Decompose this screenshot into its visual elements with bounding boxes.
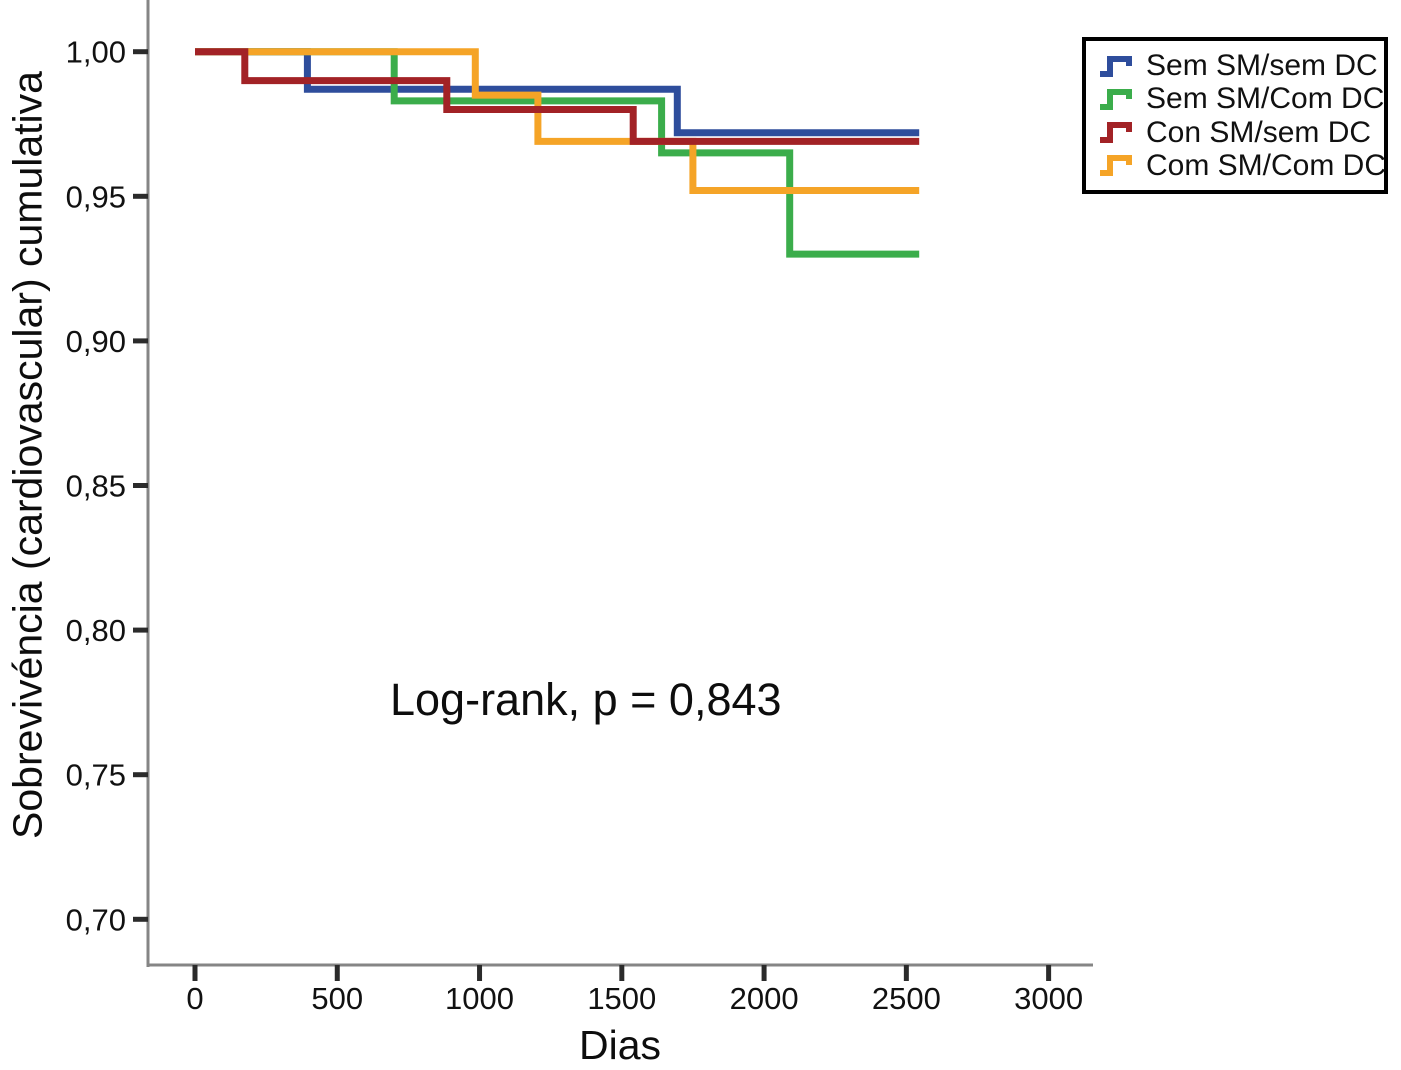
- series-line-sem-sm-com-dc: [195, 48, 920, 258]
- legend-step-marker-icon: [1100, 155, 1132, 177]
- y-tick-label: 0,80: [66, 613, 126, 648]
- x-tick-label: 2500: [872, 981, 941, 1016]
- series-line-com-sm-com-dc: [195, 48, 920, 194]
- series-lines-layer: [195, 48, 920, 258]
- series-line-con-sm-sem-dc: [195, 48, 920, 145]
- legend-item-label: Sem SM/Com DC: [1146, 82, 1385, 116]
- legend-item: Sem SM/sem DC: [1098, 49, 1378, 82]
- legend-step-marker-icon: [1100, 88, 1132, 110]
- legend-item-label: Com SM/Com DC: [1146, 148, 1387, 182]
- x-tick-label: 3000: [1014, 981, 1083, 1016]
- legend-item: Com SM/Com DC: [1098, 149, 1386, 182]
- legend-step-marker-icon: [1100, 122, 1132, 144]
- legend-item: Sem SM/Com DC: [1098, 82, 1384, 115]
- y-tick-label: 0,85: [66, 469, 126, 504]
- x-axis-title: Dias: [578, 1022, 662, 1068]
- x-tick-label: 1500: [587, 981, 656, 1016]
- log-rank-annotation: Log-rank, p = 0,843: [390, 674, 782, 725]
- x-tick-label: 1000: [445, 981, 514, 1016]
- y-tick-label: 0,70: [66, 902, 126, 937]
- legend-step-marker-icon: [1100, 55, 1132, 77]
- y-tick-label: 1,00: [66, 35, 126, 70]
- y-tick-label: 0,95: [66, 179, 126, 214]
- y-axis-title: Sobrevivéncia (cardiovascular) cumulativ…: [4, 71, 51, 839]
- x-tick-label: 0: [186, 981, 203, 1016]
- series-line-sem-sm-sem-dc: [195, 48, 920, 137]
- legend-item-label: Sem SM/sem DC: [1146, 49, 1378, 82]
- y-tick-label: 0,90: [66, 324, 126, 359]
- legend-box: Sem SM/sem DC Sem SM/Com DC Con SM/sem D…: [1082, 37, 1388, 194]
- y-tick-label: 0,75: [66, 758, 126, 793]
- axis-ticks-layer: 0 500 1000 1500 2000 2500 3000 1,00 0,95 0,90 0,85…: [66, 35, 1083, 1016]
- legend-item: Con SM/sem DC: [1098, 116, 1374, 149]
- legend-item-label: Con SM/sem DC: [1146, 115, 1372, 149]
- x-tick-label: 500: [311, 981, 363, 1016]
- x-tick-label: 2000: [730, 981, 799, 1016]
